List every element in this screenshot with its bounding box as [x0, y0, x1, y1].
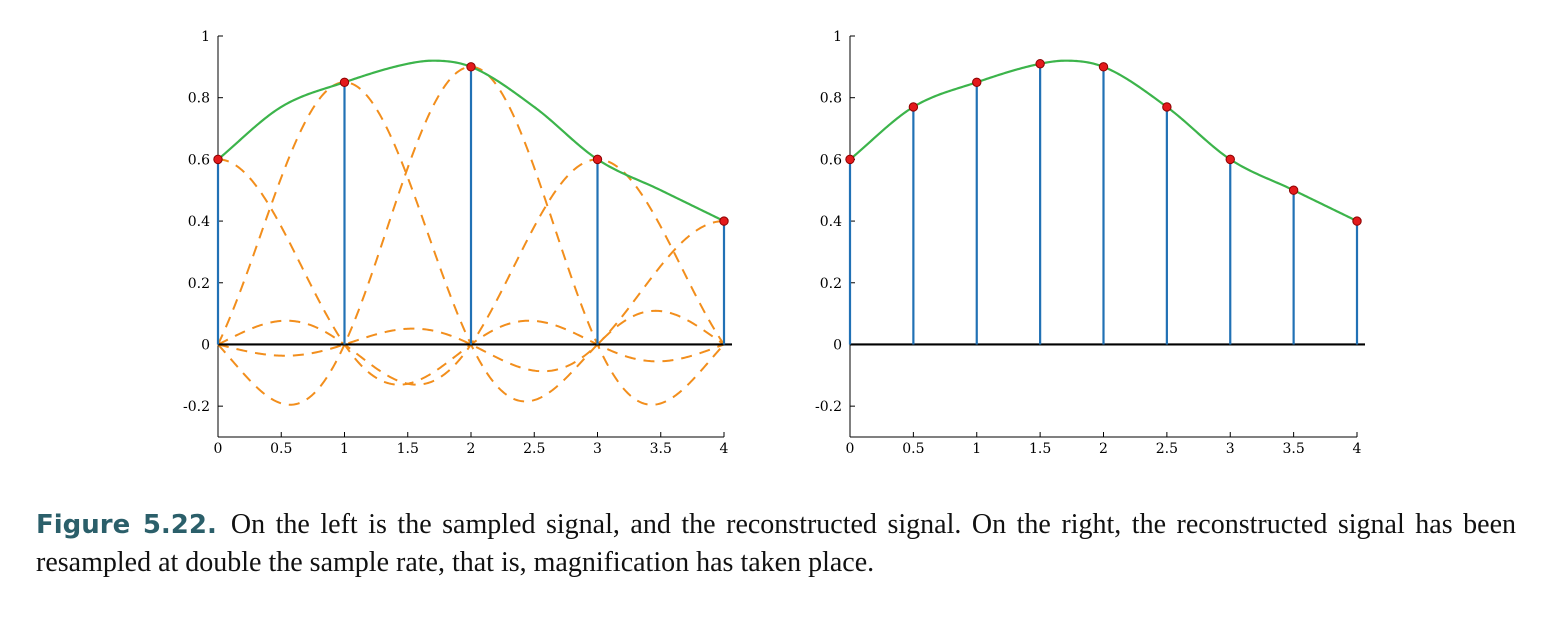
- right-sample-point: [972, 77, 982, 87]
- right-xtick-label: 2.5: [1156, 441, 1178, 457]
- left-xtick-label: 2.5: [523, 441, 545, 457]
- left-xtick-label: 3: [593, 441, 602, 457]
- right-ytick-label: 0.8: [820, 91, 842, 107]
- right-sample-point: [908, 102, 919, 112]
- left-xtick-label: 0: [214, 441, 223, 457]
- chart-left-sampled-signal: -0.2 0 0.2 0.4 0.6 0.8 1 0 0.5 1 1.5 2 2.5 3 3.5 4: [183, 29, 732, 457]
- left-xtick-label: 2: [467, 441, 476, 457]
- left-xtick-label: 3.5: [650, 441, 672, 457]
- right-sample-point: [1035, 59, 1045, 69]
- left-ytick-label: 0.8: [188, 91, 210, 107]
- left-ytick-label: -0.2: [183, 399, 210, 415]
- right-ytick-label: 0.4: [820, 214, 842, 230]
- right-ytick-label: 0.2: [820, 276, 842, 292]
- right-xtick-label: 0: [846, 441, 855, 457]
- right-xtick-label: 2: [1099, 441, 1108, 457]
- right-sample-point: [1098, 62, 1109, 72]
- right-sample-point: [1288, 185, 1299, 195]
- right-sample-point: [845, 154, 855, 165]
- right-sample-point: [1352, 216, 1362, 226]
- left-sample-point: [466, 62, 476, 72]
- caption-label: Figure 5.22.: [36, 510, 217, 540]
- right-xtick-label: 0.5: [902, 441, 924, 457]
- left-xtick-label: 1.5: [397, 441, 419, 457]
- figure-caption: Figure 5.22. On the left is the sampled s…: [36, 506, 1516, 582]
- right-ytick-label: -0.2: [815, 399, 842, 415]
- left-xtick-label: 4: [720, 441, 729, 457]
- left-sample-point: [339, 77, 350, 87]
- right-xtick-label: 3.5: [1282, 441, 1304, 457]
- left-xtick-label: 0.5: [270, 441, 292, 457]
- left-sinc-component: [217, 220, 725, 373]
- figure: -0.2 0 0.2 0.4 0.6 0.8 1 0 0.5 1 1.5 2 2.5 3 3.5 4 -0.2…: [183, 29, 1365, 457]
- left-sinc-component: [217, 65, 725, 406]
- right-xtick-label: 1.5: [1029, 441, 1051, 457]
- right-ytick-label: 0: [833, 337, 842, 353]
- right-ytick-label: 0.6: [820, 152, 842, 168]
- right-ytick-label: 1: [833, 29, 842, 45]
- left-ytick-label: 0.6: [188, 152, 210, 168]
- left-sample-point: [213, 154, 223, 165]
- right-sample-point: [1162, 102, 1172, 112]
- right-xtick-label: 4: [1353, 441, 1362, 457]
- right-sample-point: [1225, 154, 1235, 165]
- left-sample-point: [592, 154, 603, 165]
- right-xtick-label: 3: [1226, 441, 1235, 457]
- left-sample-point: [719, 216, 729, 226]
- left-xtick-label: 1: [340, 441, 349, 457]
- chart-right-resampled-signal: -0.2 0 0.2 0.4 0.6 0.8 1 0 0.5 1 1.5 2 2.5 3 3.5 4: [815, 29, 1365, 457]
- right-xtick-label: 1: [972, 441, 981, 457]
- left-ytick-label: 0: [201, 337, 210, 353]
- caption-text: On the left is the sampled signal, and t…: [36, 509, 1517, 578]
- left-ytick-label: 1: [201, 29, 210, 45]
- left-ytick-label: 0.2: [188, 276, 210, 292]
- left-ytick-label: 0.4: [188, 214, 210, 230]
